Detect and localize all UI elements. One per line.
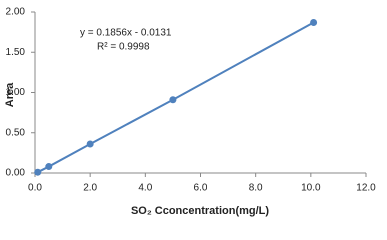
equation: y = 0.1856x - 0.0131 [80,28,172,39]
y-tick-label: 1.50 [6,47,26,58]
x-tick-label: 12.0 [356,183,376,194]
y-axis-label: Area [4,82,16,107]
x-tick-label: 4.0 [138,183,152,194]
y-tick-label: 2.00 [6,7,26,18]
r-squared: R² = 0.9998 [97,42,150,53]
chart: Area SO₂ Cconcentration(mg/L) y = 0.1856… [4,7,376,217]
x-tick-label: 0.0 [28,183,42,194]
data-point [169,96,177,104]
trend-line [37,21,315,174]
x-tick-label: 6.0 [194,183,208,194]
x-tick-label: 8.0 [249,183,263,194]
y-tick-label: 0.50 [6,127,26,138]
x-axis-label: SO₂ Cconcentration(mg/L) [131,205,269,217]
x-tick-label: 10.0 [301,183,321,194]
data-point [34,168,42,176]
data-point [45,163,53,171]
x-tick-label: 2.0 [83,183,97,194]
data-point [86,140,94,148]
data-point [310,18,318,26]
y-tick-label: 0.00 [6,168,26,179]
y-tick-label: 1.00 [6,87,26,98]
